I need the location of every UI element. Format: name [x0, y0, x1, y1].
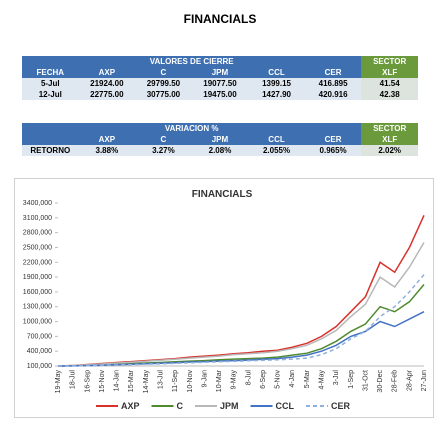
- y-tick-label: 400,000: [27, 348, 52, 355]
- chart-title: FINANCIALS: [192, 189, 253, 200]
- legend-label: C: [177, 401, 184, 411]
- return-table: VARIACION % SECTOR AXP C JPM CCL CER XLF RETORNO…: [22, 123, 418, 156]
- y-tick-label: 100,000: [27, 363, 52, 370]
- data-row: 12-Jul 22775.00 30775.00 19475.00 1427.90 420…: [22, 89, 418, 100]
- column-header: JPM: [191, 134, 249, 145]
- sector-header: SECTOR: [361, 123, 418, 134]
- chart-frame: [14, 178, 434, 418]
- legend-label: CER: [331, 401, 351, 411]
- group-header: VARIACION %: [22, 123, 362, 134]
- header-row: VARIACION % SECTOR: [22, 123, 418, 134]
- cell: 5-Jul: [22, 78, 79, 89]
- cell: 19077.50: [191, 78, 249, 89]
- x-tick-label: 6-Sep: [260, 370, 267, 389]
- y-tick-label: 1600,000: [23, 289, 52, 296]
- cell: 1427.90: [248, 89, 305, 100]
- x-tick-label: 1-Sep: [348, 370, 355, 389]
- column-header: CER: [304, 67, 362, 78]
- column-header: FECHA: [22, 67, 79, 78]
- cell: 3.88%: [78, 145, 136, 156]
- x-tick-label: 27-Jun: [421, 370, 428, 392]
- page-title: FINANCIALS: [183, 12, 257, 26]
- y-tick-label: 2200,000: [23, 259, 52, 266]
- series-line: [57, 274, 425, 367]
- cell: 19475.00: [191, 89, 249, 100]
- x-tick-label: 4-Jan: [289, 370, 296, 388]
- x-tick-label: 10-Nov: [187, 370, 194, 393]
- y-tick-label: 700,000: [27, 333, 52, 340]
- cell: 22775.00: [78, 89, 136, 100]
- series-line: [57, 214, 425, 367]
- column-header: AXP: [78, 67, 136, 78]
- x-tick-label: 28-Feb: [392, 370, 399, 392]
- cell: 21924.00: [78, 78, 136, 89]
- cell: 2.02%: [361, 145, 418, 156]
- legend-label: AXP: [121, 401, 140, 411]
- column-header: CER: [304, 134, 362, 145]
- closing-table: VALORES DE CIERRE SECTOR FECHA AXP C JPM CCL CE…: [22, 56, 418, 100]
- column-header: C: [135, 134, 192, 145]
- x-tick-label: 8-Jul: [245, 370, 252, 386]
- x-tick-label: 13-Jul: [157, 370, 164, 390]
- cell: 2.055%: [248, 145, 305, 156]
- x-tick-label: 14-May: [143, 370, 150, 394]
- cell: 0.965%: [304, 145, 362, 156]
- y-tick-label: 1900,000: [23, 274, 52, 281]
- x-tick-label: 30-Dec: [377, 370, 384, 393]
- y-tick-label: 3100,000: [23, 215, 52, 222]
- sector-header: SECTOR: [361, 56, 418, 67]
- column-header: CCL: [248, 134, 305, 145]
- cell: 30775.00: [135, 89, 192, 100]
- cell: 3.27%: [135, 145, 192, 156]
- x-tick-label: 28-Apr: [406, 369, 413, 391]
- x-tick-label: 14-Jan: [114, 370, 121, 392]
- column-header: JPM: [191, 67, 249, 78]
- x-tick-label: 5-Mar: [304, 369, 311, 388]
- x-tick-label: 16-Sep: [84, 370, 91, 393]
- y-tick-label: 2800,000: [23, 230, 52, 237]
- x-tick-label: 5-Nov: [275, 370, 282, 389]
- column-header: XLF: [361, 67, 418, 78]
- x-tick-label: 15-Nov: [99, 370, 106, 393]
- cell: 29799.50: [135, 78, 192, 89]
- y-tick-label: 1000,000: [23, 319, 52, 326]
- x-tick-label: 9-Jan: [201, 370, 208, 388]
- x-tick-label: 31-Oct: [362, 370, 369, 391]
- x-tick-label: 15-Mar: [128, 369, 135, 392]
- column-row: FECHA AXP C JPM CCL CER XLF: [22, 67, 418, 78]
- cell: 12-Jul: [22, 89, 79, 100]
- column-header: CCL: [248, 67, 305, 78]
- x-tick-label: 9-May: [231, 370, 238, 390]
- column-header: AXP: [78, 134, 136, 145]
- x-tick-label: 19-May: [55, 370, 62, 394]
- x-tick-label: 4-May: [319, 370, 326, 390]
- cell: 1399.15: [248, 78, 305, 89]
- cell: 42.38: [361, 89, 418, 100]
- column-header: XLF: [361, 134, 418, 145]
- series-line: [57, 242, 425, 367]
- data-row: 5-Jul 21924.00 29799.50 19077.50 1399.15 416.…: [22, 78, 418, 89]
- cell: 416.895: [304, 78, 362, 89]
- y-tick-label: 2500,000: [23, 244, 52, 251]
- cell: 41.54: [361, 78, 418, 89]
- legend-label: CCL: [276, 401, 295, 411]
- x-tick-label: 10-Mar: [216, 369, 223, 392]
- x-tick-label: 11-Sep: [172, 370, 179, 392]
- y-tick-label: 3400,000: [23, 200, 52, 207]
- y-tick-label: 1300,000: [23, 304, 52, 311]
- x-tick-label: 3-Jul: [333, 370, 340, 386]
- data-row: RETORNO 3.88% 3.27% 2.08% 2.055% 0.965% 2.02%: [22, 145, 418, 156]
- column-row: AXP C JPM CCL CER XLF: [22, 134, 418, 145]
- column-header: C: [135, 67, 192, 78]
- cell: RETORNO: [22, 145, 79, 156]
- legend-label: JPM: [220, 401, 239, 411]
- cell: 420.916: [304, 89, 362, 100]
- x-tick-label: 18-Jul: [70, 370, 77, 390]
- empty-cell: [22, 134, 79, 145]
- cell: 2.08%: [191, 145, 249, 156]
- header-row: VALORES DE CIERRE SECTOR: [22, 56, 418, 67]
- group-header: VALORES DE CIERRE: [22, 56, 362, 67]
